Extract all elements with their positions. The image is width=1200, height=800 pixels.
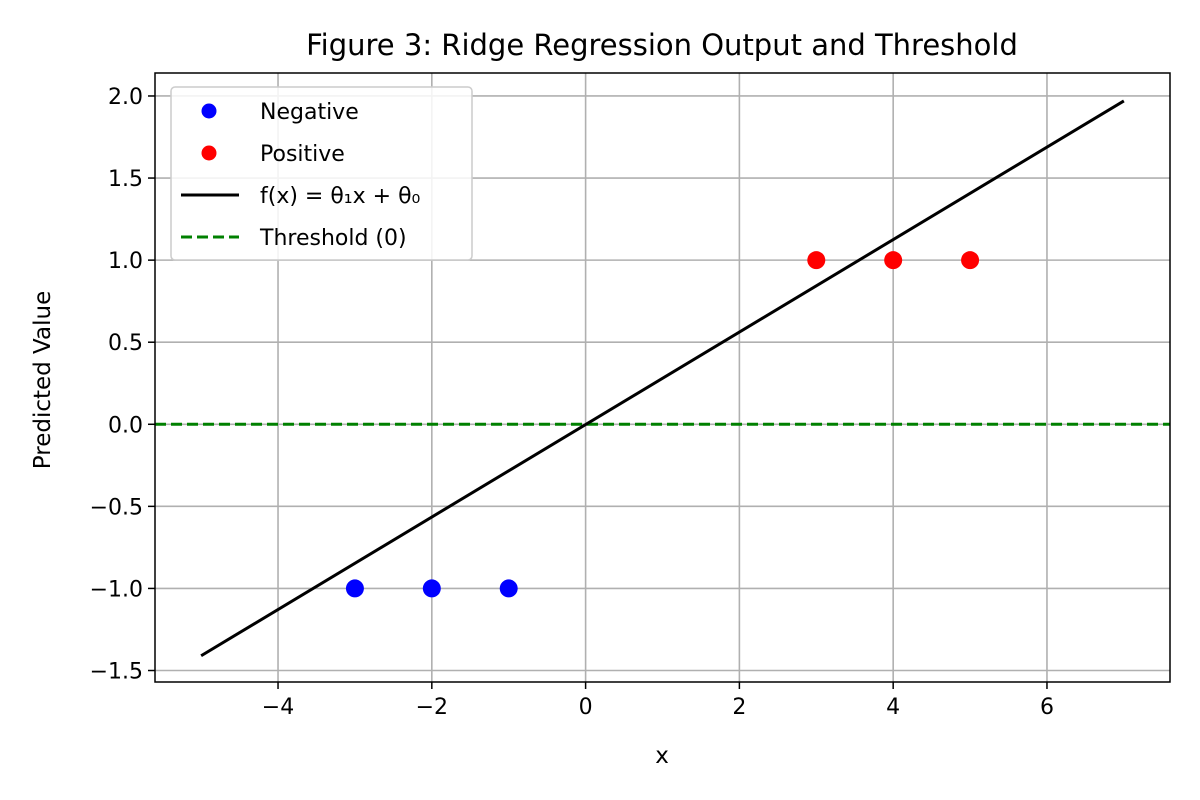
y-tick-label: −0.5	[90, 495, 143, 520]
legend: Negative Positive f(x) = θ₁x + θ₀ Thresh…	[170, 86, 473, 261]
y-axis-label: Predicted Value	[30, 291, 56, 469]
legend-marker-negative	[201, 103, 217, 119]
fit-line	[200, 99, 1125, 658]
x-axis-label: x	[655, 743, 669, 769]
y-tick-label: −1.5	[90, 660, 143, 685]
data-layer	[155, 99, 1170, 658]
x-tick-label: 4	[886, 695, 900, 720]
x-tick-label: 0	[579, 695, 593, 720]
scatter-point-negative	[499, 579, 518, 598]
chart-title: Figure 3: Ridge Regression Output and Th…	[306, 28, 1018, 62]
scatter-point-positive	[884, 251, 903, 270]
y-tick-label: −1.0	[90, 577, 143, 602]
legend-label-fit-line: f(x) = θ₁x + θ₀	[260, 184, 421, 209]
legend-label-positive: Positive	[260, 142, 345, 167]
y-tick-label: 1.5	[108, 167, 143, 192]
x-tick-label: 2	[732, 695, 746, 720]
y-tick-label: 2.0	[108, 85, 143, 110]
scatter-point-positive	[807, 251, 826, 270]
legend-label-threshold: Threshold (0)	[259, 226, 407, 251]
ticks: −4 −2 0 2 4 6 2.0 1.5 1.0 0.5 0.0 −0.5 −1.0 −1.5	[90, 85, 1054, 720]
scatter-point-negative	[422, 579, 441, 598]
x-tick-label: −2	[416, 695, 448, 720]
legend-label-negative: Negative	[260, 100, 359, 125]
scatter-point-positive	[961, 251, 980, 270]
x-tick-label: −4	[262, 695, 294, 720]
legend-marker-positive	[201, 145, 217, 161]
y-tick-label: 0.5	[108, 331, 143, 356]
scatter-point-negative	[345, 579, 364, 598]
y-tick-label: 1.0	[108, 249, 143, 274]
plot-frame	[154, 72, 1171, 683]
x-tick-label: 6	[1040, 695, 1054, 720]
legend-box	[170, 86, 473, 261]
y-tick-label: 0.0	[108, 413, 143, 438]
